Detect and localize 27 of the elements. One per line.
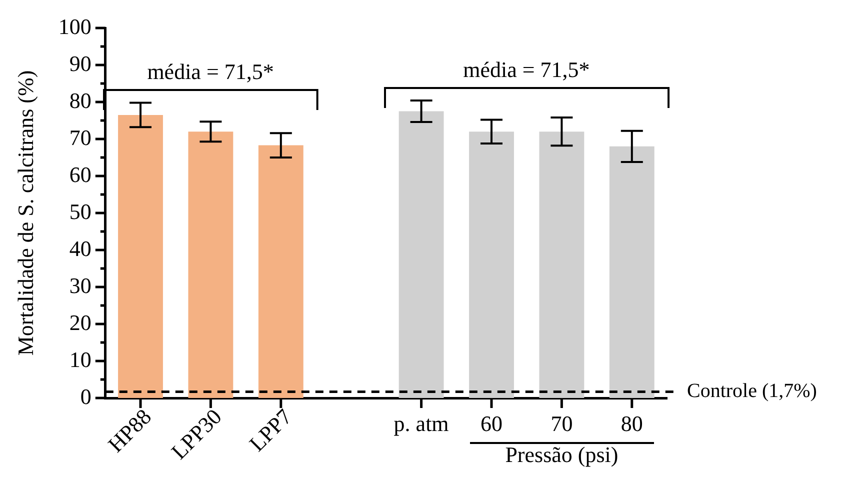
annotation: média = 71,5* [147, 58, 274, 85]
bar [118, 114, 163, 398]
y-tick-label: 40 [69, 236, 92, 261]
x-tick-label: 80 [620, 410, 643, 436]
bar [188, 132, 234, 398]
y-tick-label: 90 [69, 50, 92, 76]
bar [539, 132, 584, 398]
x-tick-label: 70 [550, 410, 573, 436]
bar [398, 111, 444, 398]
y-tick-label: 60 [69, 162, 92, 187]
y-tick-label: 30 [69, 272, 92, 298]
x-axis-title: Pressão (psi) [505, 442, 618, 468]
x-tick-label: p. atm [394, 410, 449, 436]
y-tick-label: 70 [69, 124, 92, 150]
x-tick-label: 60 [480, 410, 502, 436]
y-tick-label: 10 [69, 346, 92, 372]
bar [609, 146, 654, 398]
y-axis-title: Mortalidade de S. calcitrans (%) [12, 70, 38, 356]
y-tick-label: 0 [80, 384, 92, 409]
bar [258, 145, 304, 398]
bar [469, 132, 514, 398]
annotation: média = 71,5* [463, 56, 590, 83]
y-tick-label: 100 [58, 14, 92, 39]
y-tick-label: 80 [69, 88, 92, 113]
y-tick-label: 20 [69, 310, 92, 335]
ref-line-label: Controle (1,7%) [687, 380, 817, 402]
y-tick-label: 50 [69, 198, 92, 224]
